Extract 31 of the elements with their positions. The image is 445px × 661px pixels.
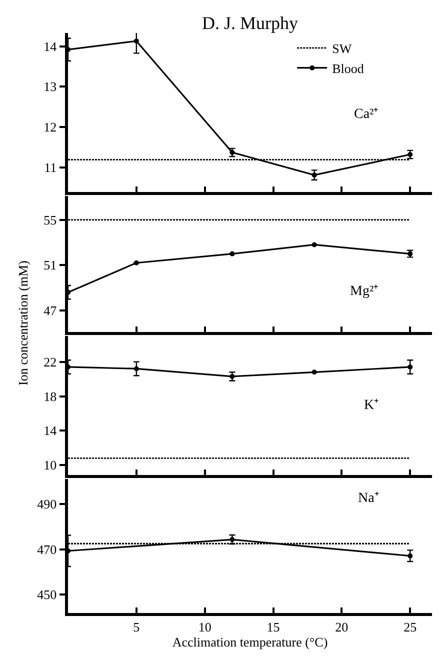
y-tick-label: 22 xyxy=(44,354,57,370)
point xyxy=(408,364,413,370)
y-tick-label: 490 xyxy=(37,496,57,512)
x-tick-label: 5 xyxy=(133,619,140,634)
y-tick-label: 11 xyxy=(44,160,57,175)
y-tick-label: 450 xyxy=(37,587,57,602)
annotation: Ca²⁺ xyxy=(354,107,379,122)
annotation: K⁺ xyxy=(364,398,380,413)
y-tick-label: 470 xyxy=(37,542,57,557)
y-axis-title: Ion concentration (mM) xyxy=(16,260,30,386)
legend-label: Blood xyxy=(332,60,364,76)
point xyxy=(134,366,139,372)
y-tick-label: 14 xyxy=(44,38,58,54)
y-tick-label: 13 xyxy=(44,79,57,94)
x-axis-title: Acclimation temperature (°C) xyxy=(172,634,328,650)
y-tick-label: 47 xyxy=(44,303,58,318)
y-tick-label: 14 xyxy=(44,423,58,438)
y-tick-label: 51 xyxy=(44,258,57,273)
x-tick-label: 15 xyxy=(266,619,280,634)
y-tick-label: 10 xyxy=(44,458,57,473)
annotation: Mg²⁺ xyxy=(350,284,379,299)
y-tick-label: 12 xyxy=(44,120,57,135)
point xyxy=(408,553,413,558)
x-tick-label: 10 xyxy=(198,619,212,634)
x-tick-label: 20 xyxy=(335,619,348,634)
x-tick-label: 25 xyxy=(404,619,417,634)
chart-title: D. J. Murphy xyxy=(202,13,298,33)
y-tick-label: 18 xyxy=(44,388,57,404)
annotation: Na⁺ xyxy=(358,491,380,506)
legend-label: SW xyxy=(332,41,352,56)
y-tick-label: 55 xyxy=(44,212,57,228)
